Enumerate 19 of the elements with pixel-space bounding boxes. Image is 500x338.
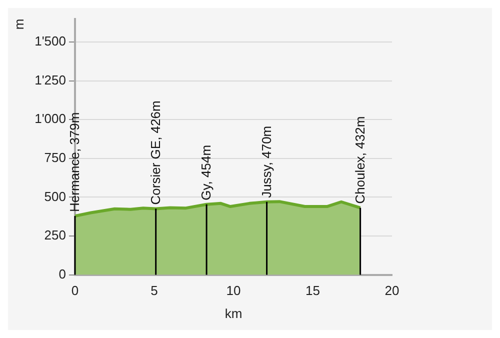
annotation: Hermance, 379m [67,112,82,212]
x-axis-title: km [224,306,242,321]
x-tick-label: 0 [71,283,79,298]
annotation: Choulex, 432m [352,116,368,204]
annotation: Corsier GE, 426m [148,100,163,205]
y-tick-label: 1'250 [34,72,66,88]
y-tick-label: 250 [44,228,66,243]
x-tick-label: 15 [306,283,320,298]
y-axis-title: m [11,18,26,30]
x-tick-label: 5 [150,283,158,298]
annotation: Jussy, 470m [258,126,274,198]
y-tick-label: 1'500 [34,34,66,49]
annotation: Gy, 454m [198,144,214,200]
y-tick-label: 1'000 [34,111,66,126]
y-tick-label: 750 [44,150,66,166]
x-tick-label: 20 [384,283,400,298]
y-tick-label: 500 [44,188,66,204]
x-tick-label: 10 [226,283,241,298]
y-tick-label: 0 [58,266,66,282]
